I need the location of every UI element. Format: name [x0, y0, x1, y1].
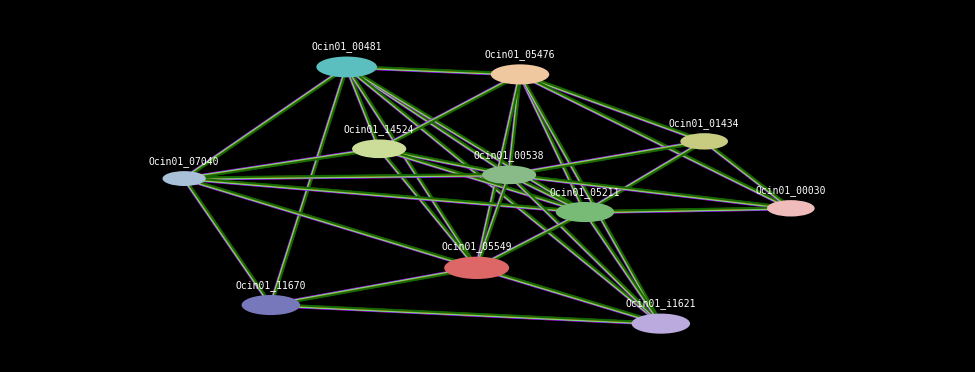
Circle shape	[316, 57, 377, 77]
Circle shape	[767, 200, 815, 217]
Circle shape	[482, 166, 536, 184]
Circle shape	[556, 202, 614, 222]
Circle shape	[163, 171, 206, 186]
Circle shape	[490, 64, 549, 84]
Text: Ocin01_05549: Ocin01_05549	[442, 241, 512, 252]
Text: Ocin01_00538: Ocin01_00538	[474, 150, 544, 161]
Text: Ocin01_01434: Ocin01_01434	[669, 118, 739, 129]
Text: Ocin01_07040: Ocin01_07040	[149, 156, 219, 167]
Text: Ocin01_05211: Ocin01_05211	[550, 187, 620, 198]
Circle shape	[632, 314, 690, 334]
Circle shape	[681, 133, 728, 150]
Text: Ocin01_00030: Ocin01_00030	[756, 185, 826, 196]
Text: Ocin01_11670: Ocin01_11670	[236, 280, 306, 291]
Text: Ocin01_i1621: Ocin01_i1621	[626, 298, 696, 309]
Text: Ocin01_05476: Ocin01_05476	[485, 49, 555, 60]
Circle shape	[445, 257, 509, 279]
Text: Ocin01_14524: Ocin01_14524	[344, 124, 414, 135]
Circle shape	[352, 140, 407, 158]
Text: Ocin01_00481: Ocin01_00481	[311, 41, 382, 52]
Circle shape	[242, 295, 300, 315]
